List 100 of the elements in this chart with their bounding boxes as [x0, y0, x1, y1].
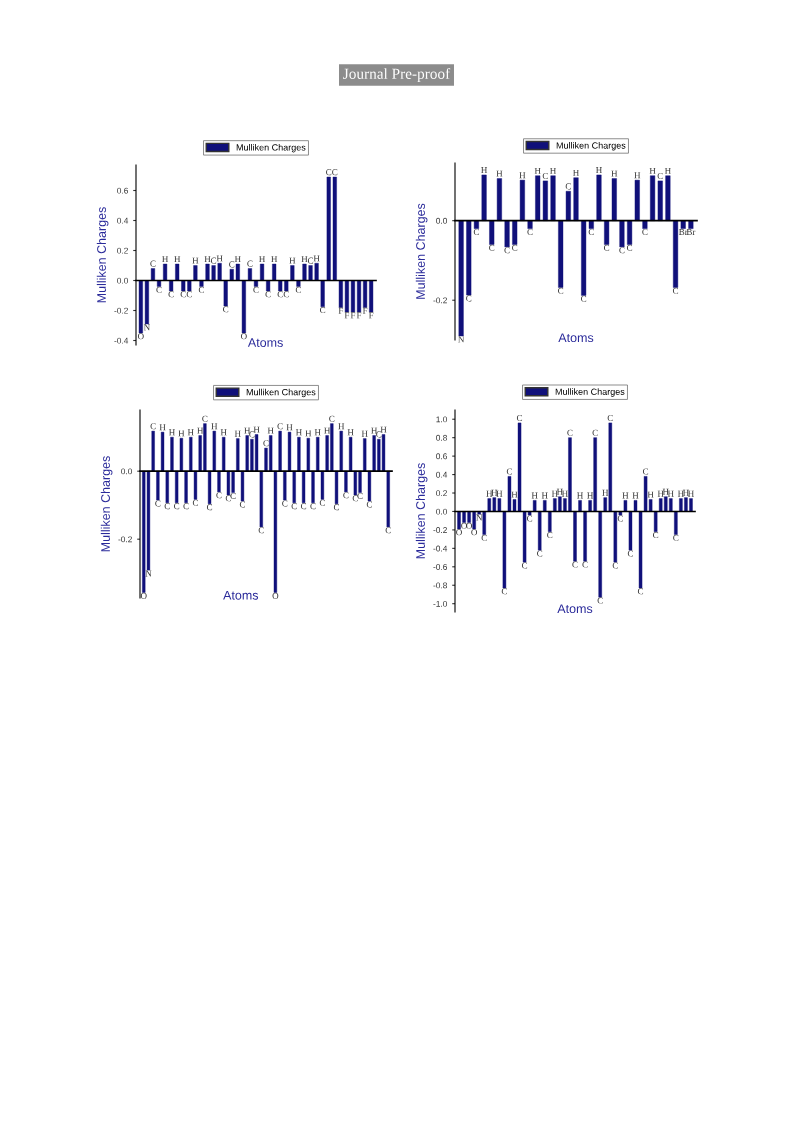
bar — [306, 438, 310, 472]
bar — [169, 280, 174, 292]
bar — [633, 500, 638, 512]
x-tick-label: C — [603, 244, 610, 251]
bar — [247, 268, 252, 281]
x-tick-label: C — [198, 286, 204, 293]
x-tick-label: C — [516, 415, 523, 422]
x-tick-label: H — [486, 490, 493, 497]
y-axis-title: Mulliken Charges — [415, 463, 428, 559]
x-tick-label: C — [597, 597, 603, 604]
bar — [565, 191, 571, 221]
bar — [290, 265, 295, 281]
x-tick-label: H — [632, 492, 639, 499]
x-tick-label: Br — [686, 228, 696, 235]
x-tick-label: C — [542, 173, 548, 180]
bar — [634, 179, 640, 221]
x-tick-label: H — [687, 490, 694, 497]
x-tick-label: H — [253, 426, 260, 433]
x-tick-label: C — [506, 468, 512, 475]
x-tick-label: C — [504, 247, 510, 254]
x-tick-label: C — [607, 415, 613, 422]
x-tick-label: H — [271, 256, 278, 263]
bar — [160, 431, 165, 472]
y-tick-label: 0.0 — [117, 277, 129, 284]
x-tick-label: H — [622, 492, 629, 499]
x-tick-label: H — [168, 429, 175, 436]
x-tick-label: H — [267, 427, 274, 434]
bar — [532, 500, 537, 512]
y-tick-label: -1.0 — [433, 600, 448, 607]
x-tick-label: C — [558, 287, 564, 294]
x-tick-label: H — [244, 427, 251, 434]
bar — [193, 265, 198, 281]
x-tick-label: H — [211, 423, 218, 430]
x-tick-label: C — [150, 260, 156, 267]
x-tick-label: H — [496, 170, 503, 177]
x-tick-label: C — [229, 261, 235, 268]
bar — [638, 511, 643, 589]
x-tick-label: H — [259, 256, 266, 263]
bar — [611, 178, 617, 221]
x-tick-label: C — [319, 499, 325, 506]
y-tick-label: 0.2 — [436, 490, 447, 497]
bar — [381, 434, 386, 472]
bar — [665, 175, 671, 221]
y-tick-label: -0.2 — [114, 307, 128, 314]
bar — [688, 220, 694, 229]
bar — [287, 431, 292, 472]
y-tick-label: -0.2 — [433, 527, 447, 534]
y-tick-label: 0.4 — [436, 471, 448, 478]
legend-label: Mulliken Charges — [236, 143, 306, 153]
bar — [573, 177, 579, 221]
x-tick-label: C — [202, 415, 208, 422]
x-tick-label: C — [617, 515, 623, 522]
x-tick-label: H — [234, 430, 241, 437]
bar — [357, 280, 362, 313]
bar — [236, 438, 240, 472]
x-tick-label: H — [159, 424, 166, 431]
y-tick-label: 1.0 — [436, 416, 448, 423]
x-tick-label: C — [263, 440, 269, 447]
bar — [179, 438, 183, 472]
text: Journal Pre-proof — [343, 67, 451, 83]
x-tick-label: C — [320, 307, 326, 314]
x-tick-label: N — [145, 570, 152, 577]
x-tick-label: C — [582, 561, 588, 568]
x-tick-label: C — [657, 173, 663, 180]
x-tick-label: F — [356, 312, 362, 319]
x-tick-label: H — [534, 167, 541, 174]
y-tick-label: 0.4 — [117, 217, 129, 224]
x-tick-label: H — [314, 429, 321, 436]
x-tick-label: C — [168, 291, 174, 298]
bar — [175, 263, 180, 281]
x-tick-label: C — [180, 291, 186, 298]
x-tick-label: C — [627, 550, 633, 557]
bar — [674, 511, 678, 535]
x-tick-label: C — [283, 291, 289, 298]
bar — [339, 430, 343, 472]
x-tick-label: C — [249, 431, 255, 438]
x-tick-label: C — [192, 499, 198, 506]
x-tick-label: C — [521, 562, 528, 569]
x-tick-label: H — [587, 492, 594, 499]
bar — [349, 436, 353, 472]
x-tick-label: H — [611, 170, 618, 177]
x-tick-label: H — [220, 429, 227, 436]
bar — [311, 470, 315, 504]
bar — [489, 220, 495, 245]
x-tick-label: C — [385, 527, 391, 534]
y-tick-label: 0.0 — [121, 468, 133, 475]
bar — [260, 263, 265, 281]
bar — [320, 470, 325, 500]
x-tick-label: H — [657, 490, 664, 497]
x-tick-label: H — [174, 256, 181, 263]
bar — [543, 500, 547, 512]
x-tick-label: C — [277, 291, 283, 298]
x-tick-label: H — [204, 256, 211, 263]
x-tick-label: C — [366, 501, 372, 508]
bar — [367, 470, 372, 502]
x-tick-label: C — [310, 503, 316, 510]
x-tick-label: C — [253, 286, 259, 293]
x-tick-label: C — [547, 532, 553, 539]
x-tick-label: H — [662, 488, 669, 495]
x-tick-label: H — [682, 489, 689, 496]
